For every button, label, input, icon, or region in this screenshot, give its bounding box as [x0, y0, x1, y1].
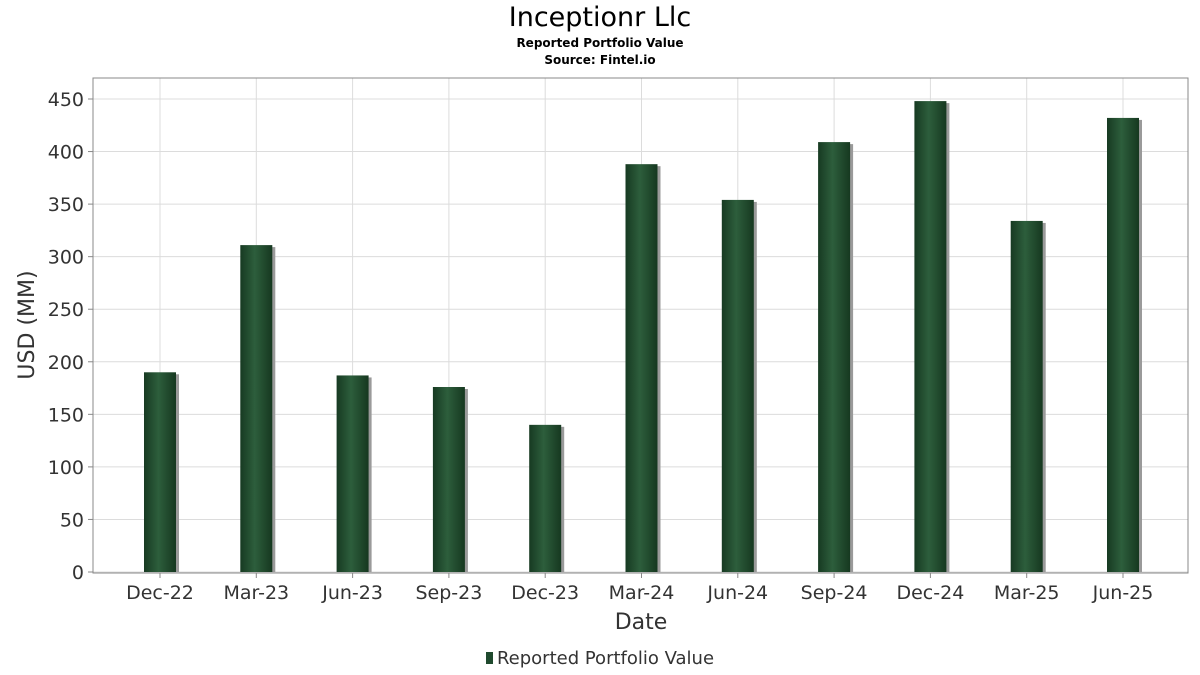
plot-area — [92, 77, 1189, 574]
x-tick-label: Dec-24 — [896, 582, 964, 604]
bar-jun-24 — [721, 199, 754, 572]
y-tick-label: 250 — [48, 299, 84, 321]
x-tick-label: Mar-23 — [223, 582, 289, 604]
bar-mar-24 — [625, 164, 658, 572]
y-axis-label: USD (MM) — [15, 270, 40, 379]
chart-title: Inceptionr Llc — [508, 2, 692, 33]
y-tick-label: 450 — [48, 89, 84, 111]
y-tick-label: 150 — [48, 404, 84, 426]
x-axis-ticks: Dec-22 Mar-23 Jun-23 Sep-23 Dec-23 Mar-24 Jun-… — [126, 573, 1153, 604]
legend: Reported Portfolio Value — [0, 648, 1200, 669]
bar-dec-23 — [529, 424, 562, 572]
x-tick-label: Sep-24 — [801, 582, 868, 604]
y-tick-label: 0 — [72, 562, 84, 584]
bar-mar-23 — [240, 245, 273, 573]
y-tick-label: 200 — [48, 352, 84, 374]
x-axis-label: Date — [615, 610, 668, 635]
x-tick-label: Jun-23 — [321, 582, 383, 604]
bar-sep-24 — [818, 142, 851, 572]
x-tick-label: Dec-23 — [511, 582, 579, 604]
bar-sep-23 — [432, 387, 465, 572]
y-tick-label: 350 — [48, 194, 84, 216]
x-tick-label: Sep-23 — [415, 582, 482, 604]
x-tick-label: Dec-22 — [126, 582, 194, 604]
y-tick-label: 400 — [48, 142, 84, 164]
x-tick-label: Jun-25 — [1092, 582, 1154, 604]
bar-jun-25 — [1107, 117, 1139, 573]
x-tick-label: Mar-24 — [609, 582, 675, 604]
bar-dec-22 — [144, 372, 176, 572]
chart-source: Source: Fintel.io — [544, 53, 656, 67]
chart-subtitle: Reported Portfolio Value — [516, 36, 684, 50]
bar-dec-24 — [914, 101, 947, 572]
bars — [144, 101, 1142, 573]
bar-jun-23 — [336, 375, 369, 572]
y-tick-label: 300 — [48, 247, 84, 269]
x-tick-label: Mar-25 — [994, 582, 1060, 604]
y-tick-label: 50 — [60, 509, 84, 531]
legend-swatch — [485, 652, 493, 664]
y-axis-ticks: 0 50 100 150 200 250 300 350 400 450 — [48, 89, 93, 584]
legend-label: Reported Portfolio Value — [496, 648, 715, 669]
y-tick-label: 100 — [48, 457, 84, 479]
x-tick-label: Jun-24 — [706, 582, 768, 604]
bar-mar-25 — [1010, 220, 1043, 572]
